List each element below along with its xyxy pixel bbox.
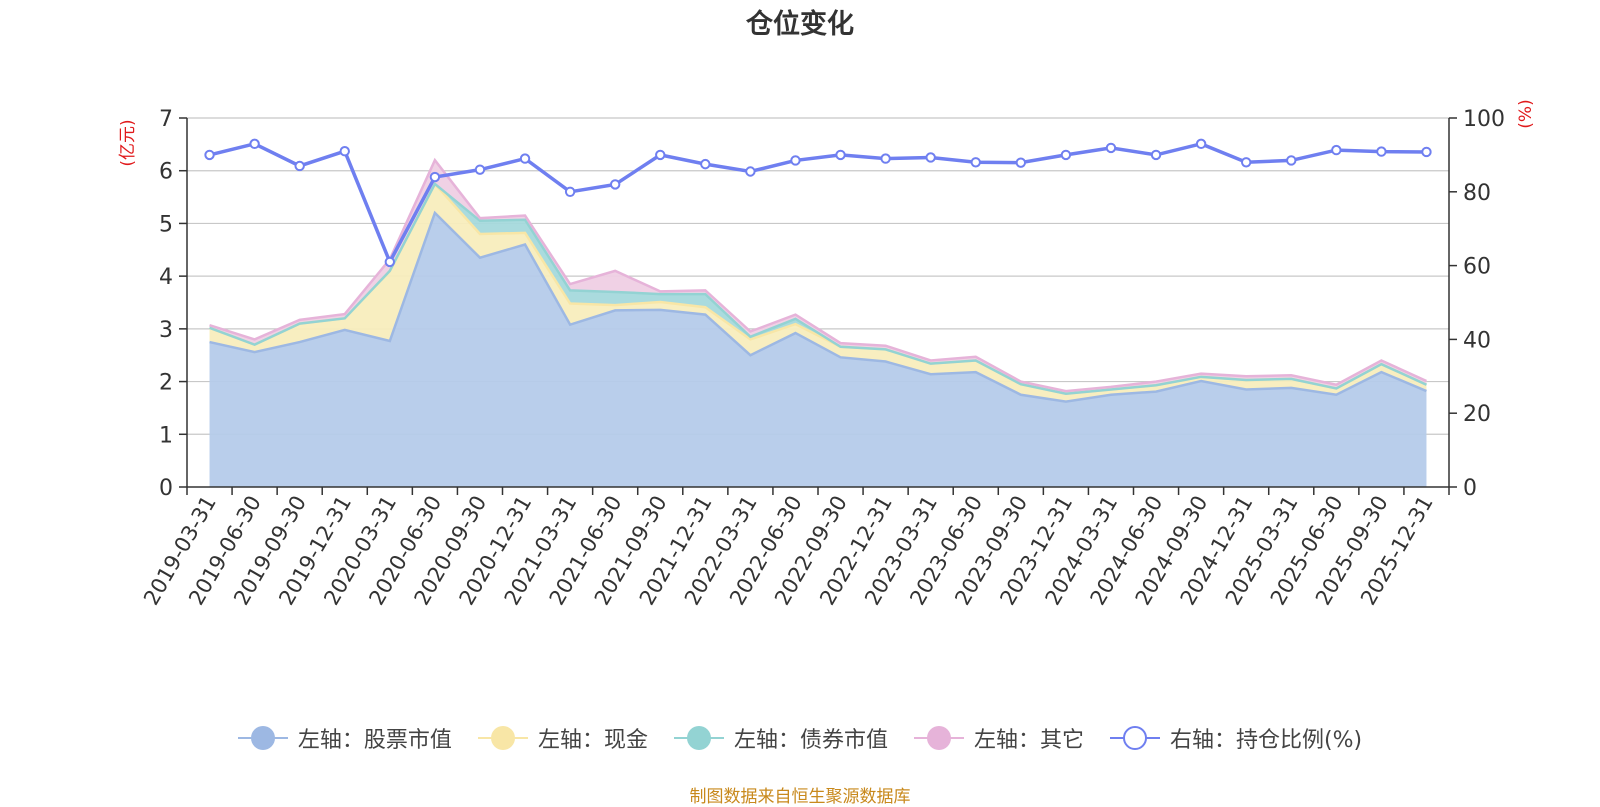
ratio-point xyxy=(1105,142,1117,154)
legend-other-icon xyxy=(913,725,964,751)
ratio-point xyxy=(339,146,350,157)
legend-stock-icon xyxy=(237,725,288,751)
legend-bond-icon xyxy=(673,725,724,751)
ratio-point xyxy=(384,256,396,268)
legend-ratio-icon xyxy=(1109,725,1160,751)
ratio-line xyxy=(204,138,1432,268)
ratio-point xyxy=(1015,157,1027,168)
legend-cash-icon xyxy=(477,725,528,751)
left-tick-label: 3 xyxy=(159,318,173,343)
ratio-point xyxy=(655,149,666,161)
line-series-2 xyxy=(209,181,1427,395)
ratio-point xyxy=(519,153,531,164)
left-tick-label: 5 xyxy=(159,212,173,237)
right-axis-unit: (%) xyxy=(1516,99,1536,128)
ratio-point xyxy=(1376,146,1387,157)
left-tick-label: 4 xyxy=(159,265,173,290)
chart-title: 仓位变化 xyxy=(746,9,854,40)
legend-other-label: 左轴：其它 xyxy=(973,728,1084,753)
ratio-point xyxy=(564,186,576,198)
ratio-point xyxy=(429,171,441,183)
stacked-areas xyxy=(209,160,1427,487)
ratio-point xyxy=(1240,157,1252,168)
legend-cash-label: 左轴：现金 xyxy=(537,728,648,753)
legend-item-cash[interactable]: 左轴：现金 xyxy=(477,722,648,754)
ratio-point xyxy=(880,153,891,164)
left-tick-label: 2 xyxy=(159,371,173,396)
ratio-point xyxy=(700,158,711,170)
left-tick-label: 0 xyxy=(159,476,173,501)
ratio-point xyxy=(249,138,260,150)
ratio-point xyxy=(1421,146,1432,158)
right-tick-label: 80 xyxy=(1463,181,1491,206)
ratio-line-path xyxy=(209,141,1427,267)
legend-item-stock[interactable]: 左轴：股票市值 xyxy=(237,722,452,754)
source-note: 制图数据来自恒生聚源数据库 xyxy=(689,787,911,807)
right-tick-label: 100 xyxy=(1463,107,1505,132)
series-lines xyxy=(209,157,1427,403)
ratio-point xyxy=(970,157,981,168)
ratio-point xyxy=(745,166,756,177)
legend: 左轴：股票市值 左轴：现金 左轴：债券市值 左轴：其它 右轴：持仓比例(%) xyxy=(0,722,1600,754)
ratio-point xyxy=(925,152,936,163)
ratio-point xyxy=(790,155,801,166)
area-series-0 xyxy=(209,212,1427,487)
left-tick-label: 6 xyxy=(159,160,173,185)
ratio-point xyxy=(204,149,215,161)
right-tick-label: 40 xyxy=(1463,328,1491,353)
legend-item-bond[interactable]: 左轴：债券市值 xyxy=(673,722,888,754)
ratio-point xyxy=(1150,149,1162,161)
ratio-point xyxy=(1331,144,1342,156)
right-tick-label: 20 xyxy=(1463,402,1491,427)
ratio-point xyxy=(1195,138,1207,150)
left-tick-label: 7 xyxy=(159,107,173,132)
legend-item-other[interactable]: 左轴：其它 xyxy=(913,722,1084,754)
ratio-point xyxy=(294,160,305,172)
ratio-point xyxy=(474,164,486,175)
line-series-0 xyxy=(209,210,1427,403)
right-tick-label: 60 xyxy=(1463,255,1491,280)
right-tick-label: 0 xyxy=(1463,476,1477,501)
legend-bond-label: 左轴：债券市值 xyxy=(733,728,888,753)
left-axis-unit: (亿元) xyxy=(118,119,138,166)
left-tick-label: 1 xyxy=(159,423,173,448)
legend-item-ratio[interactable]: 右轴：持仓比例(%) xyxy=(1109,722,1363,754)
line-series-3 xyxy=(209,157,1427,393)
ratio-point xyxy=(609,179,621,190)
area-series-3 xyxy=(209,160,1427,394)
ratio-point xyxy=(835,149,846,161)
legend-stock-label: 左轴：股票市值 xyxy=(297,728,452,753)
legend-ratio-label: 右轴：持仓比例(%) xyxy=(1169,728,1363,753)
ratio-point xyxy=(1286,155,1297,166)
area-series-1 xyxy=(209,183,1427,402)
ratio-point xyxy=(1060,149,1072,161)
